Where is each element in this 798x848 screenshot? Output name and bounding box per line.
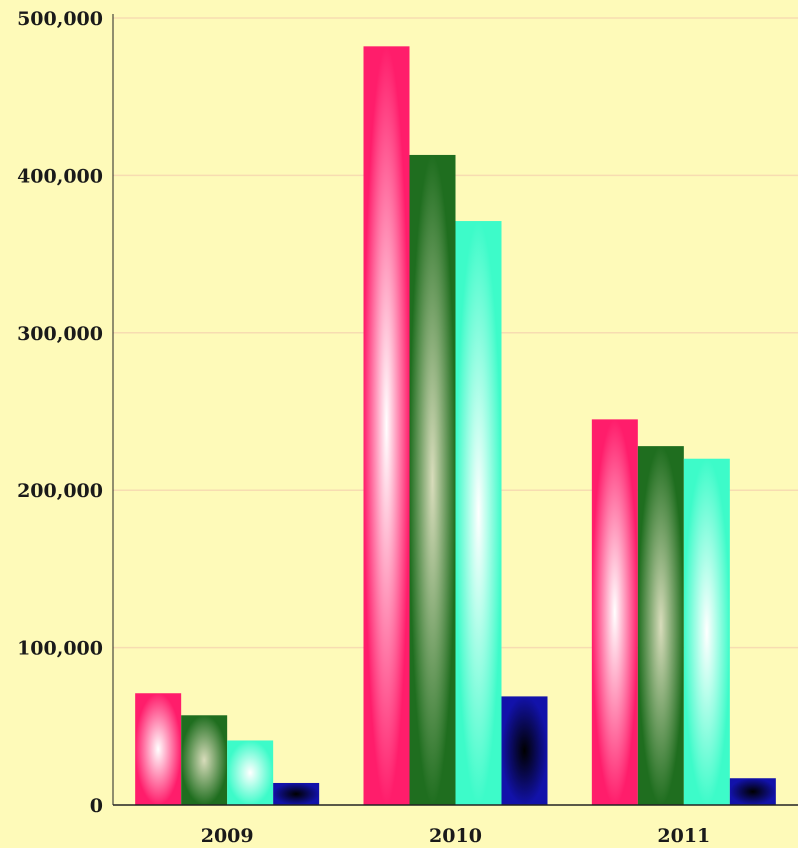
bar-2010-series-3 bbox=[455, 221, 502, 805]
y-tick-labels: 0 100,000 200,000 300,000 400,000 500,000 bbox=[17, 8, 103, 817]
x-tick-label: 2009 bbox=[201, 825, 254, 847]
y-tick-label: 300,000 bbox=[17, 323, 103, 345]
y-tick-label: 500,000 bbox=[17, 8, 103, 30]
bar-2010-series-4 bbox=[501, 696, 548, 805]
axes bbox=[112, 14, 798, 806]
y-tick-label: 400,000 bbox=[17, 165, 103, 187]
bar-2010-series-2 bbox=[409, 154, 456, 806]
bars bbox=[135, 46, 776, 806]
bar-2011-series-3 bbox=[683, 458, 730, 805]
bar-2011-series-4 bbox=[729, 778, 776, 805]
bar-2009-series-4 bbox=[273, 782, 320, 805]
x-tick-label: 2010 bbox=[429, 825, 482, 847]
x-tick-label: 2011 bbox=[657, 825, 710, 847]
bar-2009-series-3 bbox=[227, 740, 274, 805]
bar-2010-series-1 bbox=[363, 46, 410, 805]
bar-2009-series-2 bbox=[181, 715, 228, 805]
y-tick-label: 0 bbox=[90, 795, 103, 817]
y-tick-label: 100,000 bbox=[17, 638, 103, 660]
bar-2011-series-1 bbox=[591, 419, 638, 805]
bar-2011-series-2 bbox=[637, 446, 684, 805]
bar-2009-series-1 bbox=[135, 693, 182, 805]
y-tick-label: 200,000 bbox=[17, 480, 103, 502]
x-tick-labels: 2009 2010 2011 bbox=[201, 825, 711, 847]
